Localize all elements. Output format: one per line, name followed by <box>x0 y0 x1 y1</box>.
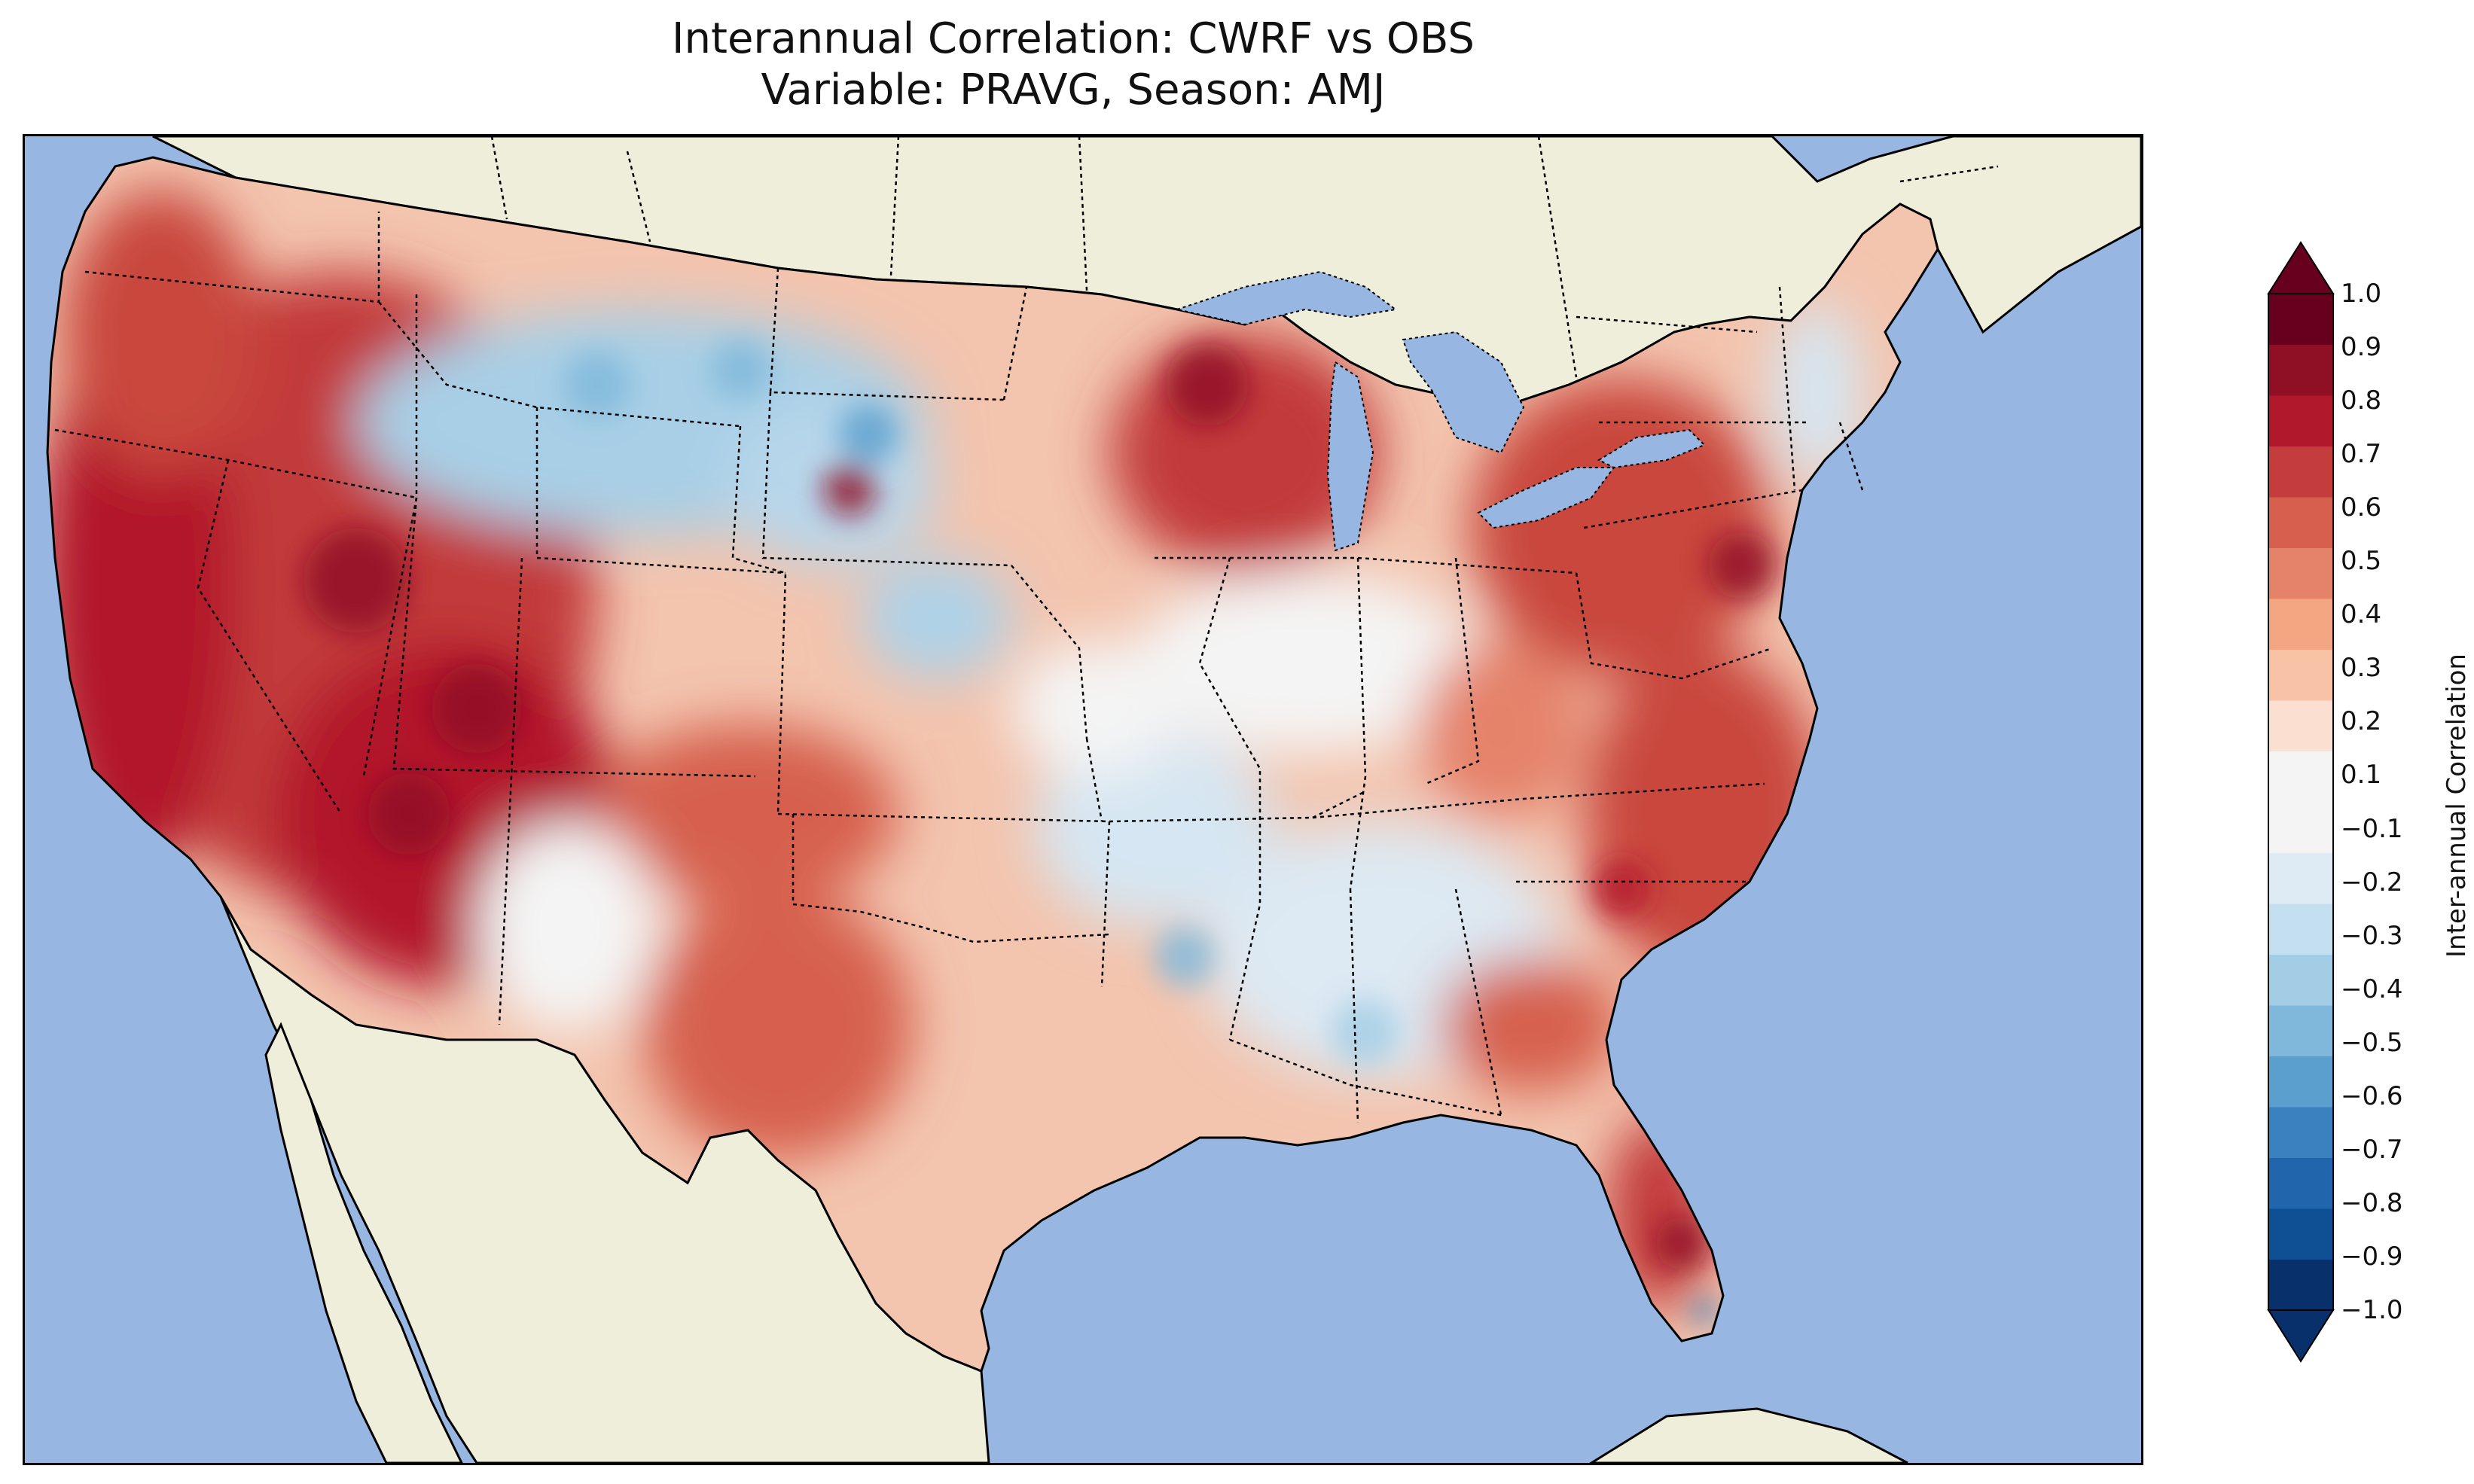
colorbar-ticks: 1.0 0.9 0.8 0.7 0.6 0.5 0.4 0.3 0.2 0.1 −0.1 −0.2 −0… <box>2341 0 2424 1484</box>
colorbar-tick-label: 0.5 <box>2341 546 2382 577</box>
colorbar-frame <box>2268 293 2334 1311</box>
colorbar-bin <box>2268 649 2333 701</box>
colorbar-bin <box>2268 1107 2333 1158</box>
colorbar-bin <box>2268 751 2333 803</box>
colorbar-bins <box>2268 294 2333 1311</box>
colorbar-bin <box>2268 344 2333 396</box>
colorbar-bin <box>2268 700 2333 751</box>
map-panel <box>23 134 2143 1465</box>
colorbar-tick-label: −0.1 <box>2341 813 2403 844</box>
title-line-1: Interannual Correlation: CWRF vs OBS <box>672 14 1475 63</box>
colorbar-tick-label: 0.4 <box>2341 599 2382 630</box>
colorbar-tick-label: −0.8 <box>2341 1187 2403 1218</box>
map-svg <box>46 136 2141 1463</box>
colorbar-bin <box>2268 547 2333 599</box>
colorbar-bin <box>2268 954 2333 1006</box>
colorbar-bin <box>2268 497 2333 548</box>
colorbar-extend-top <box>2267 241 2335 294</box>
colorbar-tick-label: −0.3 <box>2341 920 2403 951</box>
colorbar-extend-bottom <box>2267 1309 2335 1363</box>
colorbar-bin <box>2268 294 2333 345</box>
colorbar-tick-label: −0.6 <box>2341 1080 2403 1111</box>
colorbar-tick-label: −0.5 <box>2341 1027 2403 1058</box>
colorbar-tick-label: 0.8 <box>2341 385 2382 416</box>
colorbar-tick-label: −0.9 <box>2341 1241 2403 1272</box>
colorbar-label: Inter-annual Correlation <box>2442 654 2472 958</box>
colorbar-tick-label: −0.7 <box>2341 1134 2403 1165</box>
colorbar-bin <box>2268 1056 2333 1108</box>
colorbar-tick-label: −0.4 <box>2341 974 2403 1004</box>
colorbar-bin <box>2268 446 2333 498</box>
colorbar-tick-label: 0.9 <box>2341 332 2382 363</box>
colorbar-tick-label: 1.0 <box>2341 279 2382 309</box>
colorbar-tick-label: 0.3 <box>2341 653 2382 684</box>
colorbar-bin <box>2268 852 2333 904</box>
colorbar-tick-label: 0.7 <box>2341 439 2382 470</box>
colorbar-bin <box>2268 599 2333 650</box>
colorbar-bin <box>2268 1005 2333 1056</box>
colorbar-bin <box>2268 395 2333 446</box>
map-title: Interannual Correlation: CWRF vs OBS Var… <box>0 14 2146 116</box>
baja-land <box>264 1022 463 1463</box>
colorbar-bin <box>2268 1157 2333 1209</box>
colorbar-tick-label: −1.0 <box>2341 1295 2403 1325</box>
colorbar-bin <box>2268 802 2333 853</box>
colorbar-tick-label: 0.6 <box>2341 492 2382 523</box>
colorbar-bin <box>2268 904 2333 955</box>
canada-province-boundaries <box>490 136 1999 378</box>
colorbar <box>2267 241 2335 1363</box>
colorbar-tick-label: 0.1 <box>2341 760 2382 791</box>
colorbar-bin <box>2268 1259 2333 1311</box>
title-line-2: Variable: PRAVG, Season: AMJ <box>761 66 1386 114</box>
colorbar-tick-label: −0.2 <box>2341 867 2403 897</box>
colorbar-bin <box>2268 1208 2333 1260</box>
state-boundaries <box>54 212 1864 1123</box>
great-lakes <box>1174 270 1706 552</box>
colorbar-tick-label: 0.2 <box>2341 706 2382 737</box>
yucatan-land <box>1589 1407 1908 1463</box>
